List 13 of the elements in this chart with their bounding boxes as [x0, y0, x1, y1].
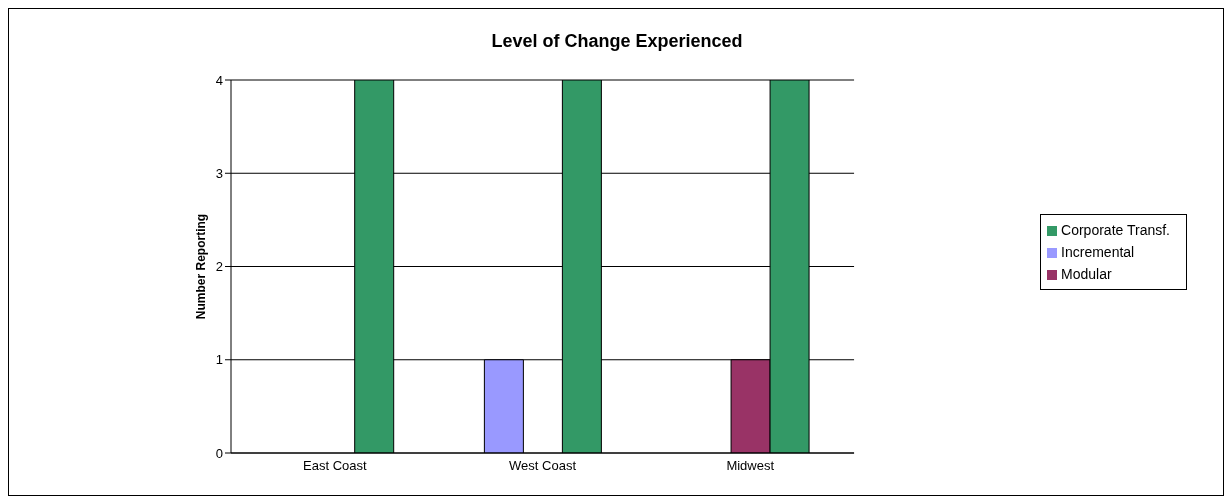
- y-tick-label: 1: [215, 352, 223, 368]
- x-tick-label: West Coast: [509, 458, 577, 474]
- y-tick-label: 2: [215, 259, 223, 275]
- legend-label: Incremental: [1061, 244, 1135, 260]
- x-tick-label: East Coast: [303, 458, 368, 474]
- y-axis-title: Number Reporting: [194, 213, 209, 320]
- legend-label: Corporate Transf.: [1061, 222, 1170, 238]
- legend-label: Modular: [1061, 266, 1112, 282]
- chart-title: Level of Change Experienced: [491, 31, 743, 51]
- y-tick-label: 0: [215, 445, 223, 461]
- y-tick-label: 4: [215, 72, 223, 88]
- y-tick-label: 3: [215, 165, 223, 181]
- x-tick-label: Midwest: [726, 458, 775, 474]
